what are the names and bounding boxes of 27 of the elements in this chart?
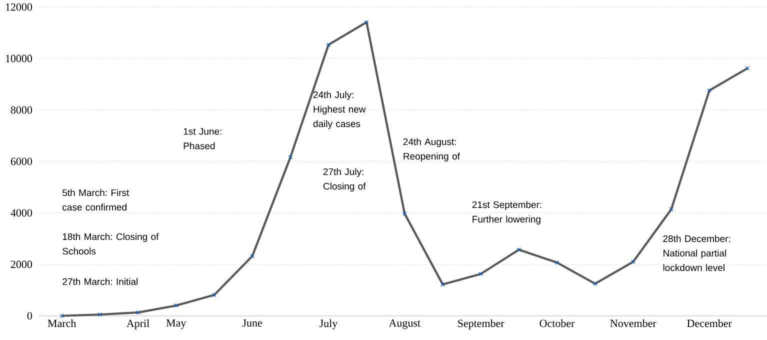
x-tick-label: August bbox=[388, 319, 420, 330]
y-tick-label: 12000 bbox=[6, 3, 32, 11]
y-tick-label: 6000 bbox=[10, 158, 32, 166]
x-tick-label: October bbox=[540, 319, 575, 328]
x-tick-label: March bbox=[48, 319, 76, 328]
line-series bbox=[60, 20, 750, 318]
annotation: 24th July: Highest new daily cases bbox=[313, 91, 366, 130]
x-tick-label: November bbox=[610, 319, 656, 328]
x-tick-label: September bbox=[458, 319, 504, 330]
annotation: 5th March: First case confirmed bbox=[62, 189, 130, 211]
annotation: 28th December: National partial lockdown level bbox=[663, 235, 730, 272]
annotation: 18th March: Closing of Schools bbox=[62, 233, 159, 255]
x-tick-label: July bbox=[320, 319, 338, 330]
annotation: 24th August: Reopening of bbox=[403, 138, 460, 162]
x-tick-label: December bbox=[687, 319, 732, 328]
annotation: 21st September: Further lowering bbox=[472, 201, 542, 225]
x-tick-label: June bbox=[242, 319, 262, 327]
annotation: 27th March: Initial bbox=[62, 278, 138, 286]
y-tick-label: 8000 bbox=[10, 106, 32, 114]
y-tick-label: 10000 bbox=[6, 54, 32, 62]
y-tick-label: 2000 bbox=[10, 260, 32, 268]
annotation: 27th July: Closing of bbox=[323, 168, 366, 192]
x-tick-label: April bbox=[126, 319, 150, 330]
y-tick-label: 0 bbox=[27, 312, 32, 320]
x-tick-label: May bbox=[166, 319, 186, 330]
annotation: 1st June: Phased bbox=[184, 128, 222, 150]
y-tick-label: 4000 bbox=[10, 209, 32, 217]
